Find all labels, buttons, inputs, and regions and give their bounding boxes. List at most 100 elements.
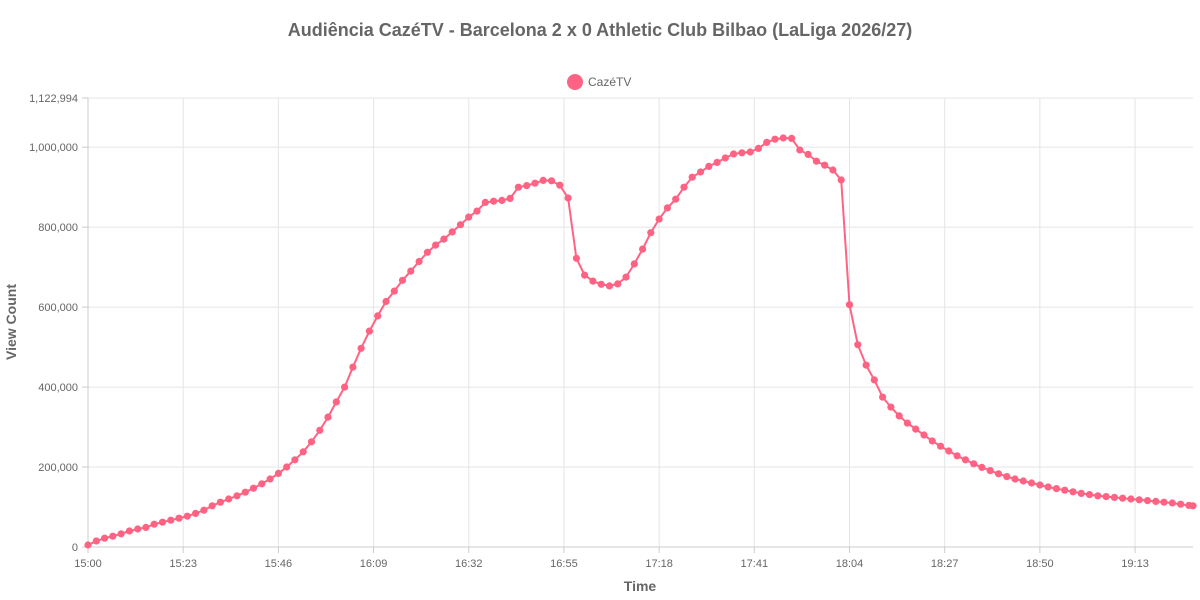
data-point[interactable] [912,425,920,433]
data-point[interactable] [1152,497,1160,505]
data-point[interactable] [821,161,829,169]
data-point[interactable] [299,448,307,456]
data-point[interactable] [415,257,423,266]
data-point[interactable] [357,344,365,352]
data-point[interactable] [407,267,415,275]
data-point[interactable] [862,361,870,369]
data-point[interactable] [870,376,878,384]
data-point[interactable] [936,442,945,450]
data-point[interactable] [970,460,978,468]
data-point[interactable] [1069,488,1077,496]
data-point[interactable] [423,248,431,256]
data-point[interactable] [539,176,547,184]
data-point[interactable] [705,162,713,170]
data-point[interactable] [994,470,1003,478]
data-point[interactable] [216,498,224,506]
data-point[interactable] [225,495,233,503]
data-point[interactable] [895,412,903,420]
data-point[interactable] [274,469,282,477]
data-point[interactable] [1061,486,1069,494]
data-point[interactable] [233,492,241,500]
data-point[interactable] [382,297,390,306]
data-point[interactable] [688,173,696,181]
data-point[interactable] [1011,475,1019,483]
legend[interactable]: CazéTV [567,74,631,90]
data-point[interactable] [448,228,456,236]
data-point[interactable] [109,532,117,540]
data-point[interactable] [581,271,589,279]
data-point[interactable] [647,229,655,237]
data-point[interactable] [1102,493,1110,501]
data-point[interactable] [307,438,316,446]
data-point[interactable] [291,456,299,464]
data-point[interactable] [779,134,787,142]
data-point[interactable] [572,254,581,262]
data-point[interactable] [986,467,994,475]
data-point[interactable] [390,287,398,295]
data-point[interactable] [365,327,373,335]
data-point[interactable] [556,181,564,189]
data-point[interactable] [721,154,729,162]
data-point[interactable] [341,383,349,391]
data-point[interactable] [746,148,754,156]
data-point[interactable] [953,452,961,460]
data-point[interactable] [473,207,481,215]
data-point[interactable] [374,312,382,320]
data-point[interactable] [142,523,150,532]
data-point[interactable] [754,144,763,152]
data-point[interactable] [465,213,473,221]
data-point[interactable] [605,282,614,290]
data-point[interactable] [324,413,332,421]
data-point[interactable] [804,150,812,158]
data-point[interactable] [639,245,647,253]
data-point[interactable] [134,525,142,533]
data-point[interactable] [332,398,340,406]
data-point[interactable] [1168,499,1176,507]
data-point[interactable] [523,182,531,190]
data-point[interactable] [564,194,572,202]
data-point[interactable] [622,273,630,281]
data-point[interactable] [349,363,357,371]
data-point[interactable] [1160,498,1168,506]
data-point[interactable] [158,518,167,526]
data-point[interactable] [879,393,887,401]
data-point[interactable] [514,183,523,191]
data-point[interactable] [903,419,912,427]
data-point[interactable] [101,534,109,542]
data-point[interactable] [117,530,125,538]
data-point[interactable] [788,134,796,142]
data-point[interactable] [829,166,837,174]
data-point[interactable] [440,235,448,243]
data-point[interactable] [812,157,821,165]
data-point[interactable] [150,520,158,528]
data-point[interactable] [266,475,274,483]
data-point[interactable] [84,541,92,549]
data-point[interactable] [978,463,986,471]
data-point[interactable] [283,463,291,471]
data-point[interactable] [1077,489,1085,497]
data-point[interactable] [258,480,266,488]
data-point[interactable] [249,484,258,492]
data-point[interactable] [167,516,175,524]
data-point[interactable] [432,241,440,249]
data-point[interactable] [1019,477,1027,485]
data-point[interactable] [92,537,100,545]
data-point[interactable] [961,456,970,464]
data-point[interactable] [738,149,746,157]
data-point[interactable] [1135,496,1143,504]
data-point[interactable] [713,158,721,166]
data-point[interactable] [614,280,622,288]
data-point[interactable] [192,509,200,517]
data-point[interactable] [125,527,133,535]
data-point[interactable] [680,183,688,191]
data-point[interactable] [589,277,597,285]
data-point[interactable] [1127,495,1135,503]
data-point[interactable] [490,197,498,205]
data-point[interactable] [175,514,183,522]
data-point[interactable] [1110,493,1118,501]
data-point[interactable] [730,150,738,158]
data-point[interactable] [1189,502,1197,510]
data-point[interactable] [928,437,936,445]
data-point[interactable] [1085,491,1094,499]
data-point[interactable] [837,176,845,184]
